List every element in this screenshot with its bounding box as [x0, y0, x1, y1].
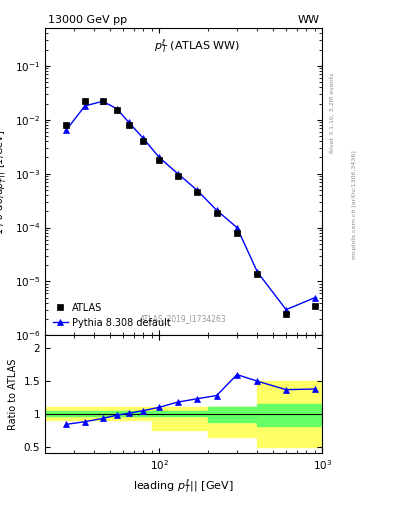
Pythia 8.308 default [195, 187, 199, 193]
ATLAS [141, 138, 146, 144]
Text: mcplots.cern.ch [arXiv:1306.3436]: mcplots.cern.ch [arXiv:1306.3436] [352, 151, 357, 259]
ATLAS [214, 209, 219, 216]
Pythia 8.308 default [114, 105, 119, 112]
Pythia 8.308 default [214, 207, 219, 214]
ATLAS [114, 107, 119, 113]
ATLAS [175, 173, 180, 179]
Text: Rivet 3.1.10, 3.2M events: Rivet 3.1.10, 3.2M events [330, 73, 335, 153]
Pythia 8.308 default [312, 294, 317, 301]
Text: WW: WW [298, 15, 320, 25]
Text: 13000 GeV pp: 13000 GeV pp [48, 15, 127, 25]
Pythia 8.308 default [126, 119, 131, 125]
Pythia 8.308 default [157, 154, 162, 160]
ATLAS [64, 122, 69, 128]
Pythia 8.308 default [235, 224, 239, 230]
Y-axis label: Ratio to ATLAS: Ratio to ATLAS [8, 358, 18, 430]
Legend: ATLAS, Pythia 8.308 default: ATLAS, Pythia 8.308 default [50, 300, 174, 331]
Pythia 8.308 default [255, 269, 260, 275]
Y-axis label: 1 / $\sigma$ d$\sigma$/d$p_T^{\ell}||$ [1/GeV]: 1 / $\sigma$ d$\sigma$/d$p_T^{\ell}||$ [… [0, 129, 9, 234]
ATLAS [195, 189, 199, 196]
Text: $p_T^{\ell}$ (ATLAS WW): $p_T^{\ell}$ (ATLAS WW) [154, 37, 241, 55]
Text: ATLAS_2019_I1734263: ATLAS_2019_I1734263 [140, 314, 227, 323]
ATLAS [284, 311, 288, 317]
Pythia 8.308 default [100, 98, 105, 104]
Line: ATLAS: ATLAS [63, 98, 318, 317]
Line: Pythia 8.308 default: Pythia 8.308 default [63, 98, 318, 313]
Pythia 8.308 default [284, 307, 288, 313]
ATLAS [100, 98, 105, 104]
ATLAS [157, 157, 162, 163]
ATLAS [235, 230, 239, 236]
Pythia 8.308 default [175, 170, 180, 177]
Pythia 8.308 default [141, 135, 146, 141]
ATLAS [255, 270, 260, 276]
ATLAS [126, 122, 131, 128]
ATLAS [312, 303, 317, 309]
ATLAS [83, 98, 87, 104]
Pythia 8.308 default [64, 127, 69, 133]
Pythia 8.308 default [83, 103, 87, 109]
X-axis label: leading $p_T^{\ell}||$ [GeV]: leading $p_T^{\ell}||$ [GeV] [134, 477, 234, 495]
